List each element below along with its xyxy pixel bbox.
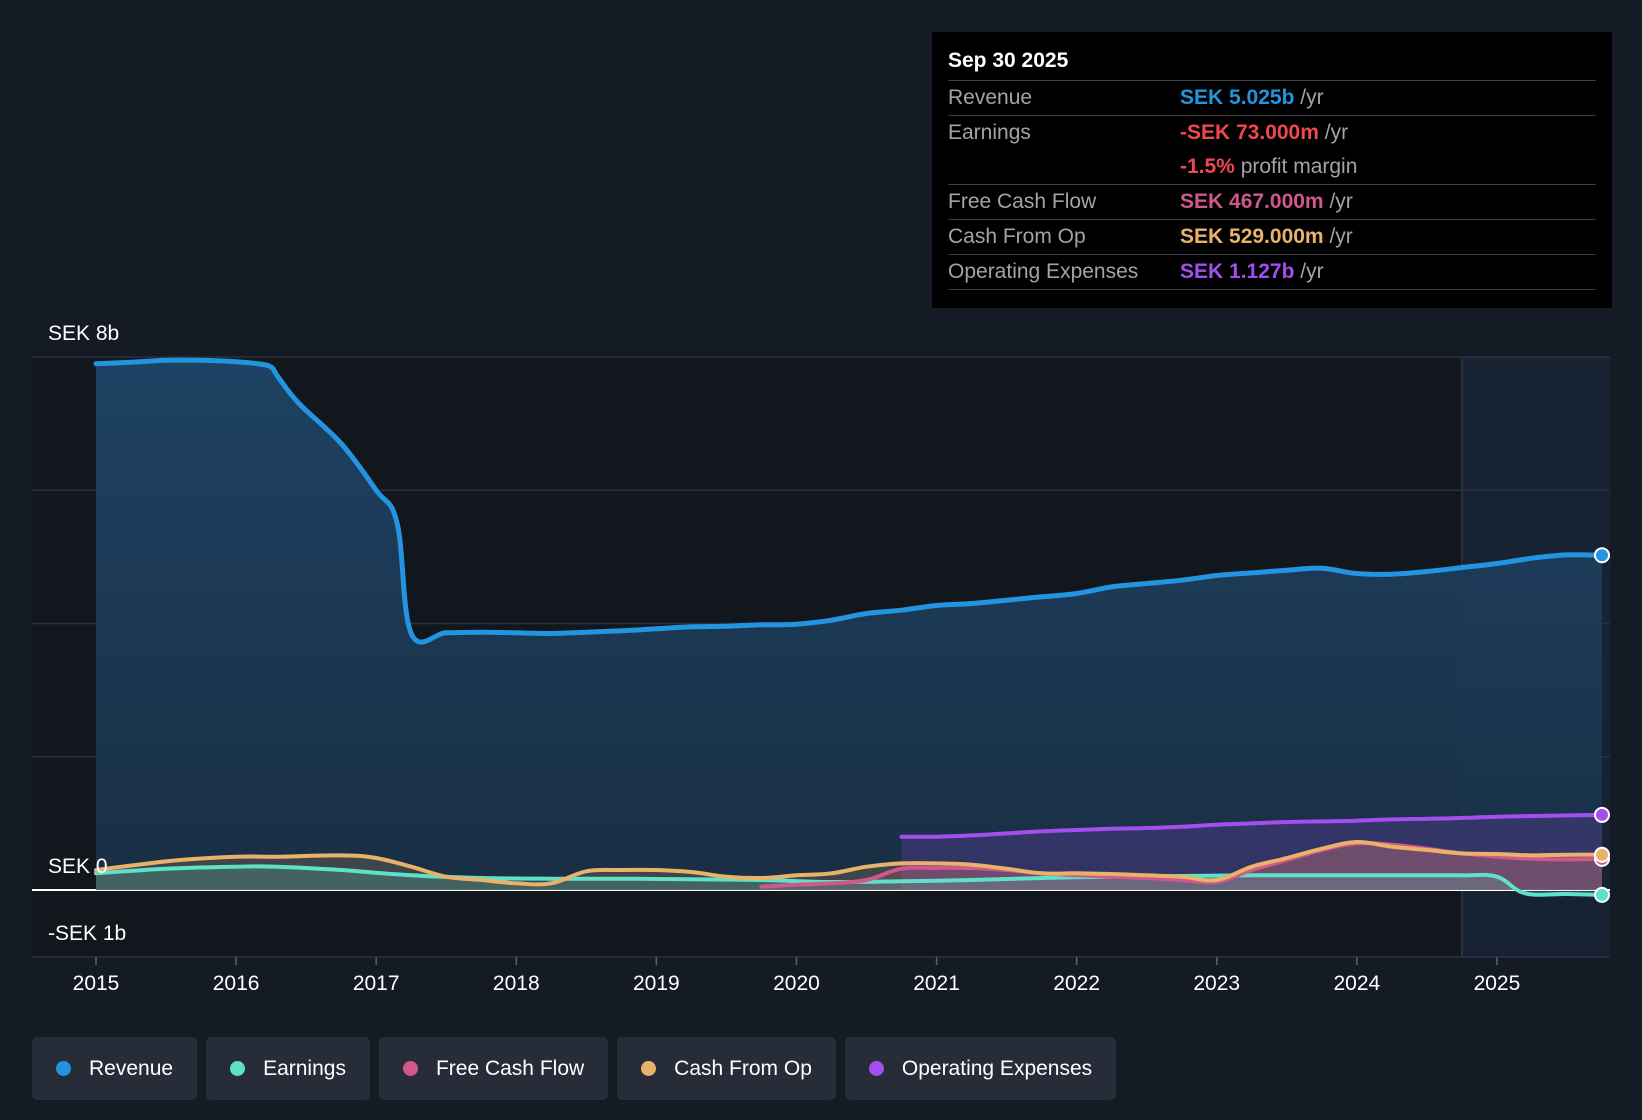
tooltip-label: Cash From Op [948,225,1086,248]
x-tick-label: 2017 [353,972,400,995]
legend-label: Operating Expenses [901,1056,1093,1080]
tooltip-row-earnings: Earnings -SEK 73.000m /yr [948,116,1596,150]
revenue-end-point [1594,547,1610,564]
x-tick-label: 2015 [73,972,120,995]
revenue-area [96,360,1602,890]
tooltip-label: Free Cash Flow [948,190,1097,213]
revenue-line [93,357,1605,645]
x-tick-label: 2018 [493,972,540,995]
line-layer [93,357,1605,897]
end-dot-layer [1594,547,1610,903]
x-tick-label: 2019 [633,972,680,995]
tooltip-row-revenue: Revenue SEK 5.025b /yr [948,81,1596,116]
tooltip-value: -1.5% [1180,155,1235,178]
operating-expenses-area [901,814,1602,890]
operating-expenses-end-point [1594,806,1610,823]
tooltip-row-profit-margin: -1.5% profit margin [948,150,1596,185]
axis-layer: SEK 8b SEK 0 -SEK 1b 2015 2016 2017 2018 2019 20… [48,322,1520,995]
tooltip-suffix: /yr [1318,121,1349,144]
tooltip-value: SEK 467.000m [1180,190,1324,213]
earnings-dot-icon [230,1061,246,1076]
legend: Revenue Earnings Free Cash Flow Cash Fro… [32,1037,1117,1100]
legend-label: Cash From Op [674,1056,812,1080]
revenue-dot-icon [56,1061,71,1076]
tooltip-suffix: /yr [1323,190,1353,213]
x-tick-label: 2021 [913,972,960,995]
cash-from-op-line [94,839,1604,887]
tooltip-label: Revenue [948,86,1033,109]
y-axis-label: -SEK 1b [48,922,126,945]
tooltip-label: Earnings [948,121,1031,144]
tooltip-suffix: /yr [1294,86,1324,109]
legend-label: Revenue [89,1056,174,1080]
free-cash-flow-dot-icon [402,1061,418,1076]
x-tick-label: 2024 [1333,972,1380,995]
earnings-area [96,866,1602,895]
earnings-line [94,864,1604,897]
tooltip-suffix: /yr [1323,225,1353,248]
tooltip-date: Sep 30 2025 [948,46,1596,81]
x-tick-label: 2022 [1053,972,1100,995]
operating-expenses-line [899,812,1604,839]
tooltip-value: SEK 529.000m [1180,225,1324,248]
x-tick-label: 2025 [1474,972,1521,995]
tooltip-row-free-cash-flow: Free Cash Flow SEK 467.000m /yr [948,185,1596,220]
y-axis-label: SEK 8b [48,322,119,345]
tooltip-value: SEK 5.025b [1180,86,1295,109]
earnings-end-point [1594,886,1610,903]
tooltip: Sep 30 2025 Revenue SEK 5.025b /yr Earni… [932,32,1612,308]
tooltip-suffix: /yr [1294,260,1324,283]
legend-item-operating-expenses[interactable]: Operating Expenses [844,1037,1117,1100]
tooltip-row-cash-from-op: Cash From Op SEK 529.000m /yr [948,220,1596,255]
legend-item-revenue[interactable]: Revenue [32,1037,198,1100]
tooltip-label [948,150,1180,184]
legend-item-earnings[interactable]: Earnings [206,1037,370,1100]
tooltip-row-operating-expenses: Operating Expenses SEK 1.127b /yr [948,255,1596,290]
legend-item-free-cash-flow[interactable]: Free Cash Flow [378,1037,609,1100]
cash-from-op-end-point [1594,846,1610,863]
x-tick-label: 2023 [1193,972,1240,995]
x-tick-label: 2016 [213,972,260,995]
legend-item-cash-from-op[interactable]: Cash From Op [617,1037,836,1100]
tooltip-value: SEK 1.127b [1180,260,1295,283]
tooltip-suffix: profit margin [1234,155,1358,178]
x-tick-label: 2020 [773,972,820,995]
cash-from-op-dot-icon [641,1061,657,1076]
tooltip-value: -SEK 73.000m [1180,121,1319,144]
tooltip-label: Operating Expenses [948,260,1139,283]
y-axis-label: SEK 0 [48,855,108,878]
legend-label: Earnings [263,1056,346,1080]
operating-expenses-dot-icon [868,1061,884,1076]
legend-label: Free Cash Flow [435,1056,585,1080]
